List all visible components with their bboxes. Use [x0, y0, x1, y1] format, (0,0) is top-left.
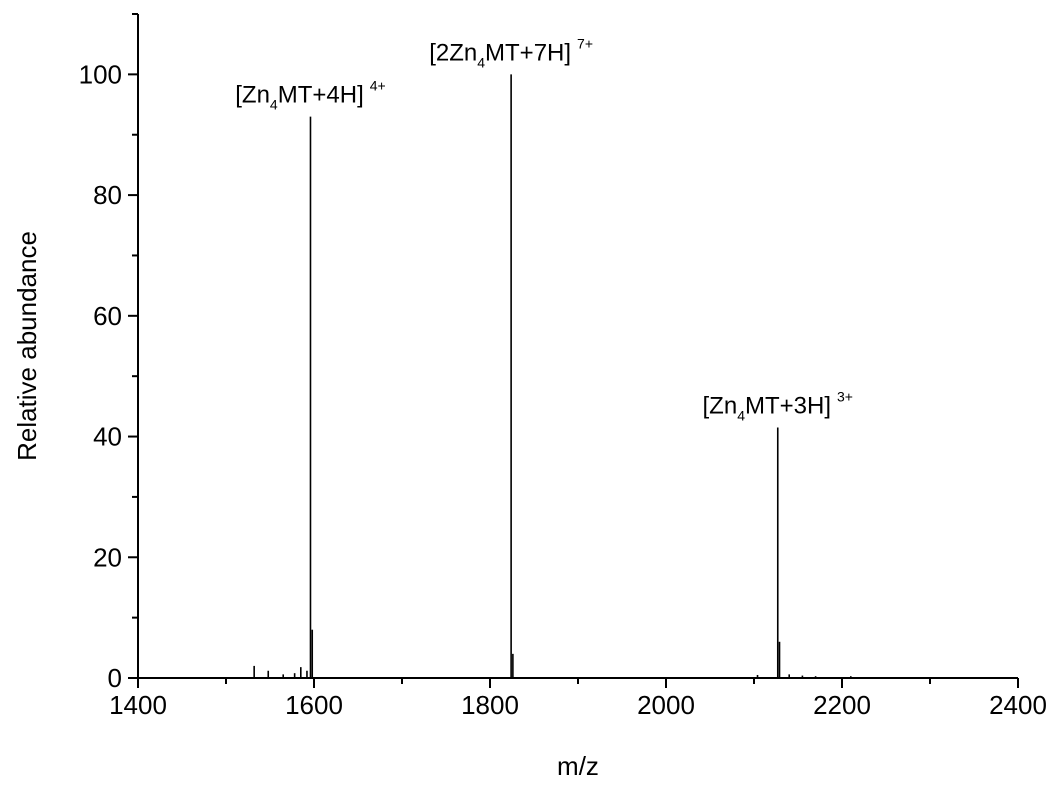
y-axis-label: Relative abundance	[12, 231, 42, 461]
x-tick-label: 2400	[989, 690, 1047, 720]
spectrum-series	[253, 74, 852, 678]
x-tick-label: 2200	[813, 690, 871, 720]
peak-label: [Zn4MT+4H] 4+	[235, 78, 385, 113]
axes: 1400 1600 1800 2000 2200 2400 0 20 40 60 80 100	[79, 13, 1047, 720]
y-tick-label: 60	[93, 301, 122, 331]
x-tick-label: 1600	[285, 690, 343, 720]
y-tick-label: 40	[93, 422, 122, 452]
peak-annotations: [Zn4MT+4H] 4+ [2Zn4MT+7H] 7+ [Zn4MT+3H] 3+	[235, 35, 853, 423]
x-tick-label: 2000	[637, 690, 695, 720]
y-tick-label: 100	[79, 59, 122, 89]
peak-label: [2Zn4MT+7H] 7+	[429, 35, 593, 70]
peak-label: [Zn4MT+3H] 3+	[703, 388, 853, 423]
y-tick-label: 80	[93, 180, 122, 210]
x-tick-label: 1400	[109, 690, 167, 720]
y-tick-label: 0	[108, 663, 122, 693]
x-tick-label: 1800	[461, 690, 519, 720]
x-axis-label: m/z	[557, 751, 599, 781]
y-tick-label: 20	[93, 542, 122, 572]
